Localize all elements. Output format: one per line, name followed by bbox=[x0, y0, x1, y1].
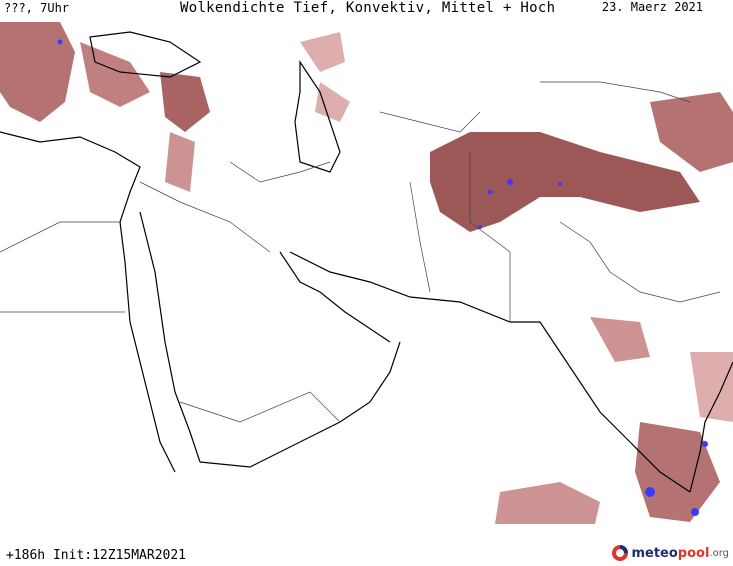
cloud-patch-himalaya bbox=[430, 132, 700, 232]
cloud-patch-kashmir bbox=[650, 92, 733, 172]
map-title: Wolkendichte Tief, Konvektiv, Mittel + H… bbox=[180, 0, 556, 16]
cloud-patch-india-s bbox=[635, 422, 720, 522]
border-layer bbox=[0, 81, 721, 423]
convective-spot bbox=[57, 39, 63, 45]
border-line bbox=[409, 181, 431, 293]
convective-spot bbox=[645, 487, 655, 497]
cloud-patch-caucasus bbox=[160, 72, 210, 132]
cloud-patch-turkey-east bbox=[80, 42, 150, 107]
convective-spot bbox=[487, 189, 493, 195]
convective-spot bbox=[478, 225, 482, 229]
convective-layer bbox=[57, 39, 708, 516]
forecast-date: 23. Maerz 2021 bbox=[601, 0, 703, 14]
coastline-mediterranean bbox=[0, 131, 141, 223]
border-line bbox=[0, 221, 120, 253]
convective-spot bbox=[507, 179, 513, 185]
brand-suffix: pool bbox=[677, 545, 710, 561]
cloud-patch-arabian-sea bbox=[495, 482, 600, 524]
coastline-india-east bbox=[689, 361, 733, 493]
coastline-persian-gulf bbox=[279, 251, 391, 343]
cloud-layer bbox=[0, 22, 733, 524]
convective-spot bbox=[702, 441, 708, 447]
coastline-layer bbox=[0, 31, 733, 493]
coastline-arabia-south bbox=[199, 341, 401, 468]
cloud-patch-caspian-n bbox=[300, 32, 345, 72]
coastline-iran-south bbox=[289, 251, 511, 323]
coastline-red-sea-east bbox=[139, 211, 201, 463]
brand-prefix: meteo bbox=[631, 545, 678, 561]
cloud-patch-turkey bbox=[0, 22, 75, 122]
valid-time-label: ???, 7Uhr bbox=[4, 1, 70, 15]
coastline-black-sea bbox=[89, 31, 202, 78]
brand-tld: .org bbox=[709, 547, 729, 559]
coastline-caspian bbox=[294, 60, 341, 173]
cloud-patch-levant bbox=[165, 132, 195, 192]
coastline-india-west bbox=[510, 321, 691, 493]
border-line bbox=[139, 181, 271, 253]
border-line bbox=[229, 161, 331, 183]
convective-spot bbox=[691, 508, 699, 516]
map-canvas bbox=[0, 22, 733, 524]
border-line bbox=[179, 391, 341, 423]
border-line bbox=[540, 81, 691, 103]
brand-name: meteopool bbox=[631, 546, 709, 561]
border-line bbox=[469, 152, 511, 322]
map-header: ???, 7Uhr Wolkendichte Tief, Konvektiv, … bbox=[0, 0, 733, 22]
coastline-red-sea-west bbox=[119, 221, 176, 473]
cloud-patch-iran-n bbox=[315, 82, 350, 122]
map-footer: +186h Init:12Z15MAR2021 meteopool .org bbox=[0, 540, 733, 566]
meteopool-logo-icon bbox=[612, 545, 629, 561]
cloud-patch-india-c bbox=[590, 317, 650, 362]
model-run-info: +186h Init:12Z15MAR2021 bbox=[6, 548, 187, 563]
meteopool-brand[interactable]: meteopool .org bbox=[611, 544, 729, 562]
border-line bbox=[379, 111, 481, 133]
forecast-map bbox=[0, 22, 733, 524]
cloud-patch-ne-india bbox=[690, 352, 733, 422]
border-line bbox=[559, 221, 721, 303]
convective-spot bbox=[558, 182, 562, 186]
